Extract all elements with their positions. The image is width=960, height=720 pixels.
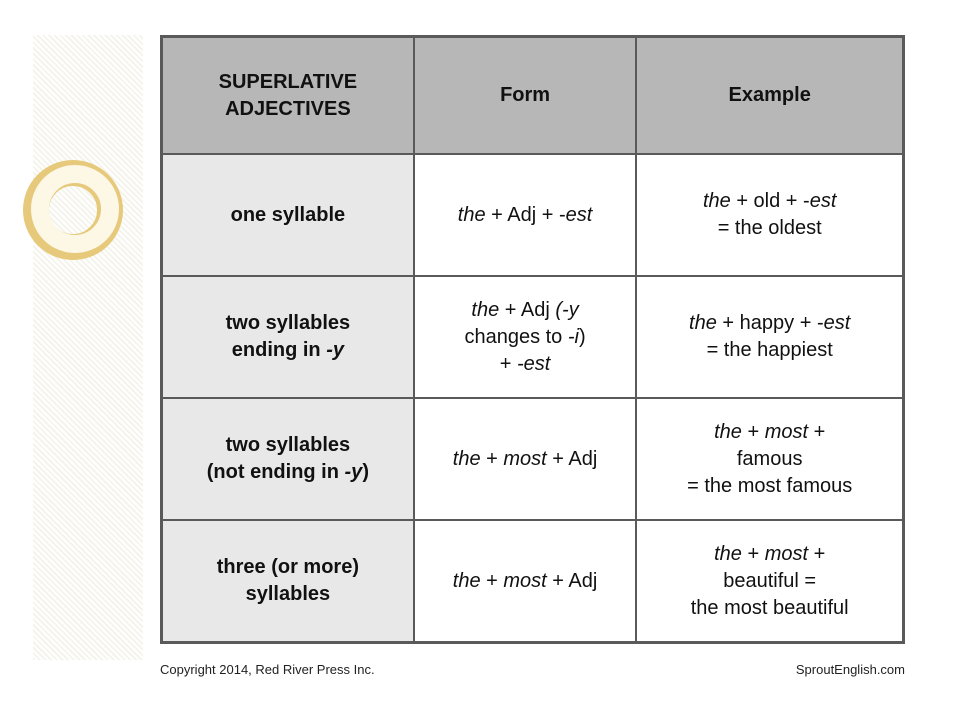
cell-example: the + happy + -est= the happiest — [636, 276, 903, 398]
superlative-adjectives-table: SUPERLATIVE ADJECTIVES Form Example one … — [160, 35, 905, 644]
cell-form: the + most + Adj — [414, 398, 637, 520]
ring-inner-icon — [31, 165, 119, 253]
cell-category: two syllablesending in -y — [162, 276, 414, 398]
cell-example: the + most +beautiful =the most beautifu… — [636, 520, 903, 643]
cell-category: one syllable — [162, 154, 414, 276]
decorative-sidebar — [33, 35, 143, 660]
table-header-row: SUPERLATIVE ADJECTIVES Form Example — [162, 37, 904, 155]
table-row: three (or more)syllables the + most + Ad… — [162, 520, 904, 643]
site-credit: SproutEnglish.com — [796, 662, 905, 677]
copyright-text: Copyright 2014, Red River Press Inc. — [160, 662, 375, 677]
header-form: Form — [414, 37, 637, 155]
cell-category: three (or more)syllables — [162, 520, 414, 643]
cell-form: the + Adj + -est — [414, 154, 637, 276]
cell-example: the + most +famous= the most famous — [636, 398, 903, 520]
cell-form: the + most + Adj — [414, 520, 637, 643]
table-row: two syllablesending in -y the + Adj (-yc… — [162, 276, 904, 398]
header-example: Example — [636, 37, 903, 155]
table-container: SUPERLATIVE ADJECTIVES Form Example one … — [160, 35, 905, 644]
header-category: SUPERLATIVE ADJECTIVES — [162, 37, 414, 155]
footer: Copyright 2014, Red River Press Inc. Spr… — [160, 662, 905, 677]
table-row: two syllables(not ending in -y) the + mo… — [162, 398, 904, 520]
cell-example: the + old + -est= the oldest — [636, 154, 903, 276]
cell-category: two syllables(not ending in -y) — [162, 398, 414, 520]
cell-form: the + Adj (-ychanges to -i)+ -est — [414, 276, 637, 398]
table-row: one syllable the + Adj + -est the + old … — [162, 154, 904, 276]
